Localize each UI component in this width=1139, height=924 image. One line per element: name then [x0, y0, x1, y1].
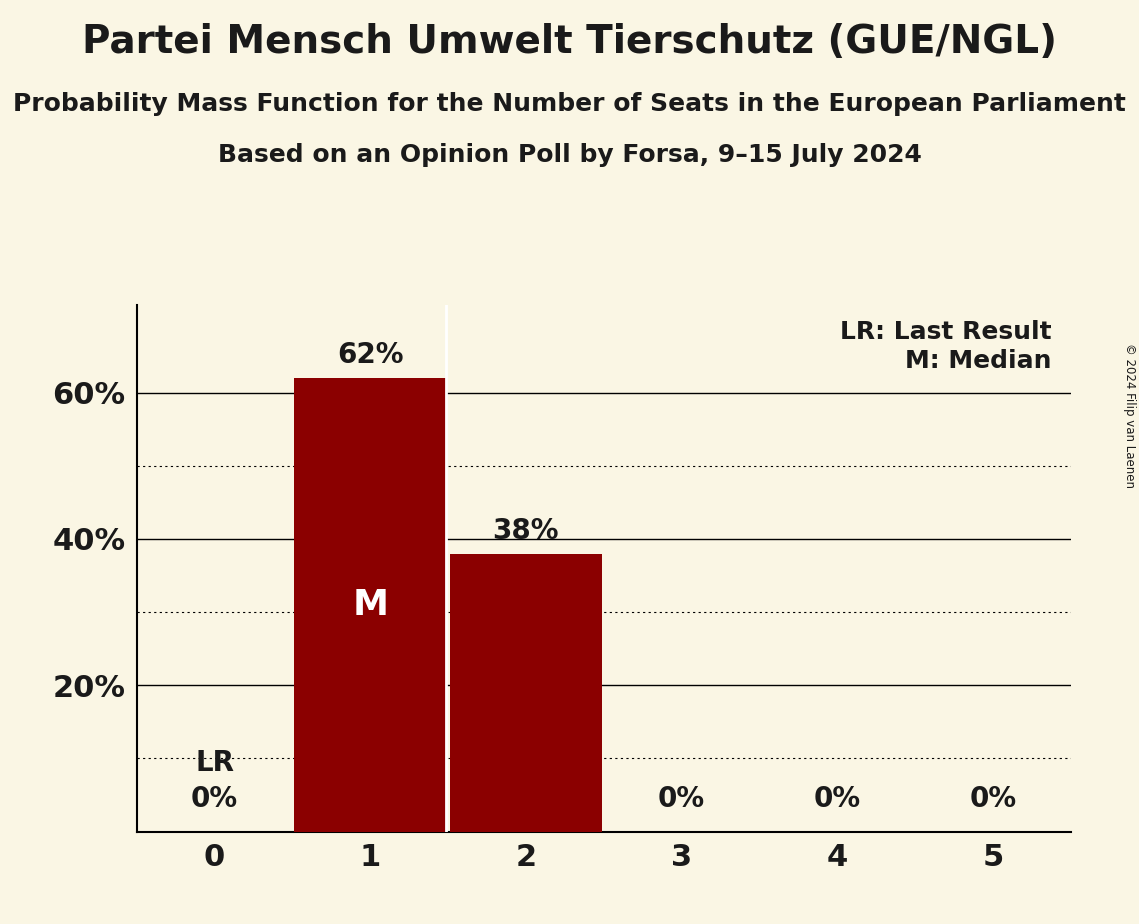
Text: Based on an Opinion Poll by Forsa, 9–15 July 2024: Based on an Opinion Poll by Forsa, 9–15 … — [218, 143, 921, 167]
Text: 0%: 0% — [191, 785, 238, 813]
Text: M: M — [352, 588, 388, 622]
Text: LR: Last Result: LR: Last Result — [841, 320, 1052, 344]
Text: 62%: 62% — [337, 341, 403, 370]
Text: Partei Mensch Umwelt Tierschutz (GUE/NGL): Partei Mensch Umwelt Tierschutz (GUE/NGL… — [82, 23, 1057, 61]
Text: 0%: 0% — [969, 785, 1016, 813]
Text: © 2024 Filip van Laenen: © 2024 Filip van Laenen — [1123, 344, 1137, 488]
Text: 0%: 0% — [813, 785, 861, 813]
Text: Probability Mass Function for the Number of Seats in the European Parliament: Probability Mass Function for the Number… — [13, 92, 1126, 116]
Text: M: Median: M: Median — [906, 349, 1052, 372]
Bar — [294, 378, 446, 832]
Text: 38%: 38% — [492, 517, 559, 545]
Text: LR: LR — [195, 748, 233, 777]
Bar — [450, 553, 603, 832]
Text: 0%: 0% — [658, 785, 705, 813]
